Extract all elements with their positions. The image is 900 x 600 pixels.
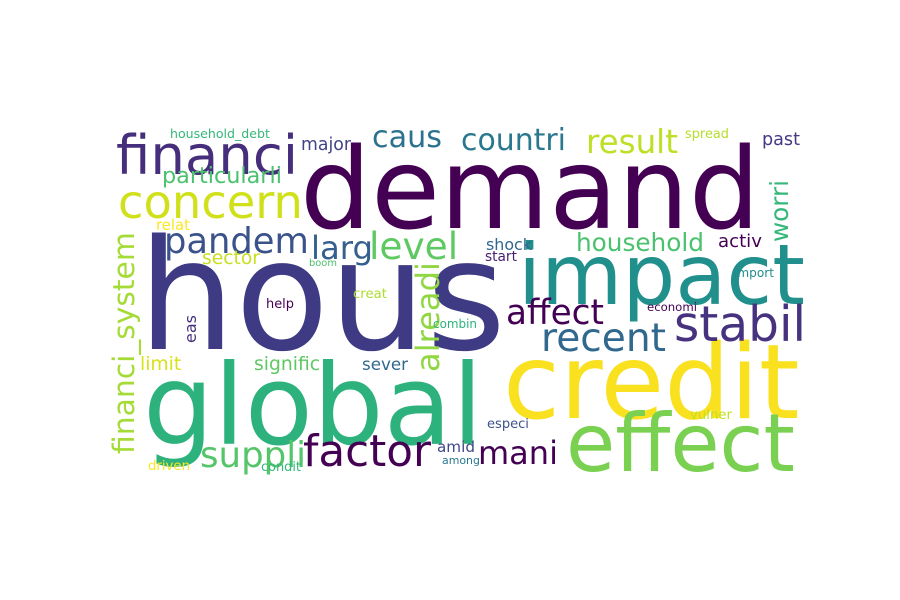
word-vulner: vulner: [690, 408, 732, 424]
word-pandem: pandem: [164, 221, 309, 263]
word-worri: worri: [765, 180, 794, 242]
word-particularli: particularli: [162, 162, 282, 189]
word-financi-system: financi_system: [107, 232, 142, 454]
word-shock: shock: [486, 235, 532, 255]
word-household: household: [576, 227, 704, 257]
word-impact: impact: [518, 227, 805, 325]
word-household-debt: household_debt: [170, 125, 270, 141]
word-stabil: stabil: [674, 296, 806, 353]
word-affect: affect: [506, 292, 604, 333]
word-combin: combin: [433, 317, 477, 332]
word-creat: creat: [353, 287, 387, 303]
word-factor: factor: [303, 426, 431, 478]
word-global: global: [143, 342, 483, 472]
word-condit: condit: [261, 459, 301, 475]
word-amid: amid: [437, 437, 475, 456]
word-recent: recent: [541, 316, 666, 362]
word-signific: signific: [254, 354, 321, 376]
word-help: help: [266, 296, 294, 312]
word-financi: financi: [116, 123, 298, 188]
word-limit: limit: [140, 354, 182, 376]
word-eas: eas: [181, 315, 200, 343]
word-demand: demand: [300, 124, 760, 255]
word-sever: sever: [362, 354, 408, 374]
word-sector: sector: [202, 248, 260, 270]
word-driven: driven: [148, 459, 190, 475]
word-import: import: [734, 265, 774, 280]
word-boom: boom: [309, 258, 337, 270]
word-relat: relat: [156, 215, 190, 234]
word-concern: concern: [118, 175, 303, 230]
word-spread: spread: [685, 126, 729, 142]
word-hous: hous: [138, 208, 506, 387]
word-among: among: [442, 453, 480, 467]
word-larg: larg: [311, 228, 373, 267]
word-past: past: [762, 130, 800, 151]
word-effect: effect: [566, 397, 795, 490]
word-caus: caus: [372, 119, 442, 155]
word-countri: countri: [461, 123, 566, 159]
word-major: major: [301, 135, 351, 156]
word-economi: economi: [647, 300, 697, 315]
word-result: result: [586, 122, 678, 161]
word-start: start: [485, 248, 517, 265]
word-suppli: suppli: [200, 435, 306, 477]
word-mani: mani: [478, 433, 558, 472]
word-credit: credit: [503, 322, 800, 443]
word-especi: especi: [487, 417, 529, 433]
word-activ: activ: [718, 231, 762, 253]
word-level: level: [369, 224, 459, 269]
